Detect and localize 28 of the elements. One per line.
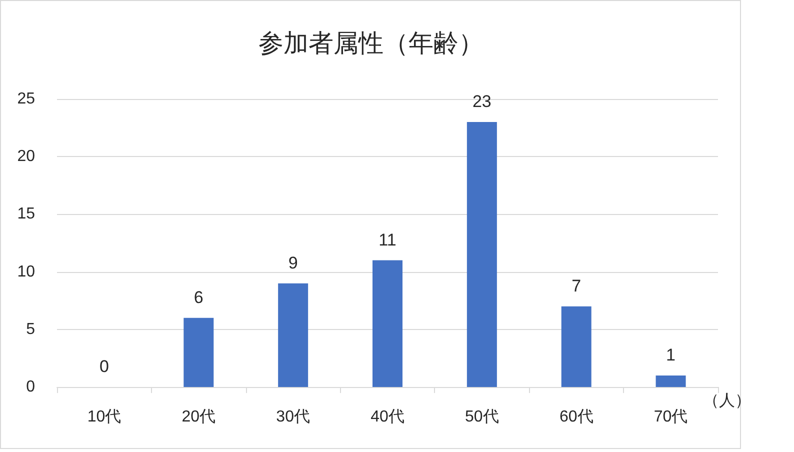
data-label: 0 [99, 357, 109, 376]
bar [184, 318, 214, 387]
bar [278, 283, 308, 387]
x-tick-label: 60代 [559, 408, 594, 426]
x-tick-label: 70代 [654, 408, 688, 426]
y-tick-label: 20 [17, 148, 36, 166]
bar [466, 122, 497, 387]
x-tick-label: 20代 [182, 408, 216, 426]
x-tick-label: 50代 [465, 408, 499, 426]
x-tick-label: 40代 [370, 408, 404, 426]
y-tick-label: 0 [26, 378, 36, 396]
y-tick-label: 5 [26, 320, 36, 338]
y-tick-label: 25 [17, 90, 36, 108]
data-label: 11 [378, 230, 396, 250]
y-tick-label: 15 [17, 206, 36, 223]
data-label: 23 [472, 92, 492, 112]
bar [656, 375, 686, 387]
chart-title: 参加者属性（年齢） [258, 30, 484, 58]
x-tick-label: 30代 [276, 408, 310, 426]
y-axis-title: （人） [703, 392, 751, 410]
data-label: 6 [194, 288, 204, 307]
y-tick-label: 10 [17, 263, 36, 280]
x-tick-label: 10代 [87, 408, 122, 426]
data-label: 7 [572, 276, 582, 296]
data-label: 9 [288, 253, 298, 272]
bar [561, 306, 592, 387]
bar [372, 260, 402, 387]
data-label: 1 [666, 345, 676, 364]
